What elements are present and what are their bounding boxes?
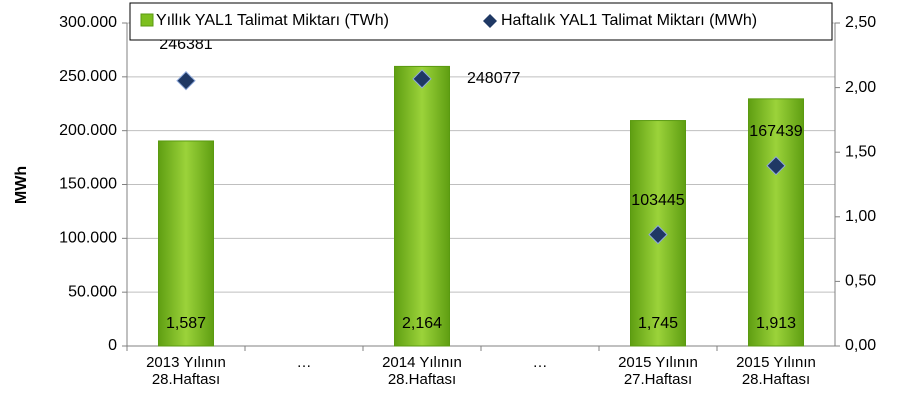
x-tick-label-line: … bbox=[533, 354, 548, 371]
bar-value-label: 2,164 bbox=[402, 315, 442, 332]
x-tick-label: 2015 Yılının 27.Haftası bbox=[618, 354, 698, 388]
y-tick-label: 50.000 bbox=[68, 283, 117, 300]
y-tick-label: 100.000 bbox=[59, 230, 117, 247]
bar bbox=[394, 65, 450, 347]
bar bbox=[158, 140, 214, 347]
x-tick-label-line: 28.Haftası bbox=[152, 371, 220, 388]
marker-value-label: 103445 bbox=[631, 192, 684, 209]
bar-value-label: 1,587 bbox=[166, 315, 206, 332]
marker bbox=[176, 71, 196, 91]
x-tick-label-line: 2014 Yılının bbox=[382, 354, 462, 371]
y-tick-label: 250.000 bbox=[59, 68, 117, 85]
x-tick-label-line: 28.Haftası bbox=[388, 371, 456, 388]
y-axis-label: MWh bbox=[13, 166, 30, 204]
marker-value-label: 167439 bbox=[749, 123, 802, 140]
y-tick-label: 200.000 bbox=[59, 122, 117, 139]
x-tick-label-line: 2015 Yılının bbox=[618, 354, 698, 371]
x-tick-label: … bbox=[297, 354, 312, 371]
x-tick-label-line: 28.Haftası bbox=[742, 371, 810, 388]
x-tick-label: 2014 Yılının 28.Haftası bbox=[382, 354, 462, 388]
bar bbox=[748, 98, 804, 347]
y2-tick-label: 2,50 bbox=[845, 14, 876, 31]
legend-label: Yıllık YAL1 Talimat Miktarı (TWh) bbox=[156, 12, 389, 29]
x-tick-label-line: … bbox=[297, 354, 312, 371]
legend-swatch bbox=[483, 14, 497, 28]
legend-label: Haftalık YAL1 Talimat Miktarı (MWh) bbox=[501, 12, 757, 29]
y-tick-label: 0 bbox=[108, 337, 117, 354]
y-tick-label: 150.000 bbox=[59, 176, 117, 193]
x-tick-label-line: 27.Haftası bbox=[624, 371, 692, 388]
bar-value-label: 1,745 bbox=[638, 315, 678, 332]
legend-box bbox=[129, 2, 833, 41]
marker bbox=[766, 156, 786, 176]
x-tick-label: 2013 Yılının 28.Haftası bbox=[146, 354, 226, 388]
y2-tick-label: 0,00 bbox=[845, 337, 876, 354]
y2-tick-label: 2,00 bbox=[845, 79, 876, 96]
x-tick-label-line: 2015 Yılının bbox=[736, 354, 816, 371]
legend-swatch bbox=[140, 13, 154, 27]
bar-value-label: 1,913 bbox=[756, 315, 796, 332]
marker bbox=[412, 69, 432, 89]
y2-tick-label: 0,50 bbox=[845, 273, 876, 290]
y2-tick-label: 1,00 bbox=[845, 208, 876, 225]
x-tick-label-line: 2013 Yılının bbox=[146, 354, 226, 371]
marker-value-label: 248077 bbox=[467, 70, 520, 87]
x-tick-label: … bbox=[533, 354, 548, 371]
marker bbox=[648, 224, 668, 245]
y-tick-label: 300.000 bbox=[59, 14, 117, 31]
y2-tick-label: 1,50 bbox=[845, 143, 876, 160]
x-tick-label: 2015 Yılının 28.Haftası bbox=[736, 354, 816, 388]
